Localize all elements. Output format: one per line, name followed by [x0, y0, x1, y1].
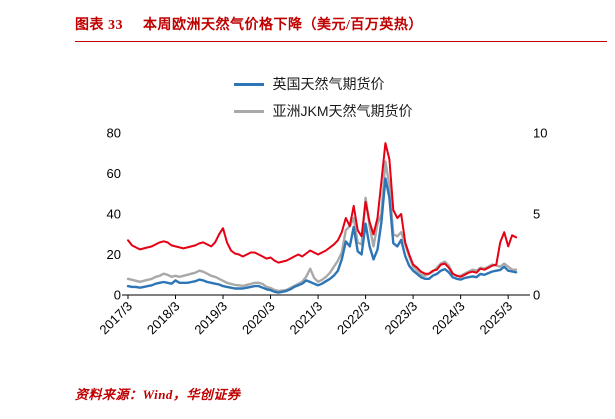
chart-legend: 英国天然气期货价 亚洲JKM天然气期货价	[233, 74, 413, 121]
y-left-tick-label: 80	[107, 126, 121, 141]
y-left-tick-label: 60	[107, 166, 121, 181]
chart-container: 英国天然气期货价 亚洲JKM天然气期货价 2017/3 2018/3 2019/3 2…	[92, 74, 554, 364]
x-tick-label: 2018/3	[144, 299, 183, 338]
legend-line-swatch-blue	[233, 82, 264, 86]
figure-title-row: 图表 33 本周欧洲天然气价格下降（美元/百万英热）	[75, 14, 607, 42]
y-left-tick-label: 0	[114, 288, 121, 303]
x-tick-label: 2021/3	[286, 299, 325, 338]
legend-item-jkm-gas: 亚洲JKM天然气期货价	[233, 101, 413, 121]
y-right-tick-label: 5	[533, 207, 540, 222]
y-right-tick-label: 10	[533, 126, 547, 141]
source-note: 资料来源：Wind，华创证券	[75, 387, 241, 402]
legend-line-swatch-gray	[233, 109, 264, 113]
x-tick-label: 2024/3	[429, 299, 468, 338]
x-tick-label: 2017/3	[96, 299, 135, 338]
figure-number: 图表 33	[75, 18, 123, 33]
x-tick-label: 2023/3	[382, 299, 421, 338]
legend-label: 英国天然气期货价	[272, 76, 385, 92]
x-tick-label: 2019/3	[191, 299, 230, 338]
x-tick-label: 2022/3	[334, 299, 373, 338]
y-left-tick-label: 20	[107, 247, 121, 262]
figure-title: 本周欧洲天然气价格下降（美元/百万英热）	[143, 18, 423, 33]
line-chart: 2017/3 2018/3 2019/3 2020/3 2021/3 2022/3 2023…	[96, 126, 547, 338]
y-left-tick-label: 40	[107, 207, 121, 222]
x-tick-label: 2020/3	[239, 299, 278, 338]
series-line-1	[126, 160, 518, 293]
series-line-0	[126, 177, 518, 294]
series-line-2	[127, 142, 518, 278]
y-right-tick-label: 0	[533, 288, 540, 303]
x-tick-label: 2025/3	[477, 299, 516, 338]
legend-label: 亚洲JKM天然气期货价	[272, 103, 413, 119]
legend-item-uk-gas: 英国天然气期货价	[233, 74, 413, 94]
